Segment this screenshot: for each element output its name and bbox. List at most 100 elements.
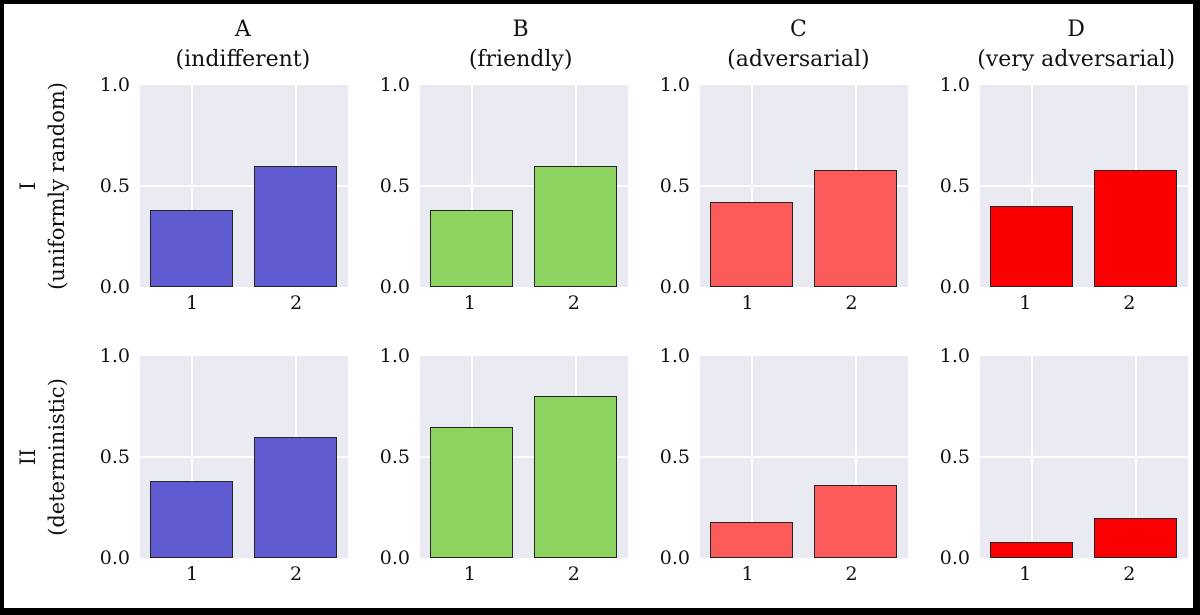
title-subtitle-C: (adversarial): [727, 46, 870, 72]
y-tick-label: 0.0: [939, 547, 970, 569]
y-axis-C-II: 1.0 0.5 0.0: [642, 345, 700, 569]
subplot-B-II: 1.0 0.5 0.0: [362, 345, 628, 569]
bar-A-I-cat1: [150, 210, 233, 287]
subplot-title-A: A (indifferent): [176, 15, 311, 73]
subplot-B-I: 1.0 0.5 0.0: [362, 74, 628, 298]
title-subtitle-A: (indifferent): [175, 46, 311, 72]
x-tick-label: 2: [1123, 292, 1136, 314]
gridline-horizontal: [140, 185, 348, 187]
y-axis-D-II: 1.0 0.5 0.0: [922, 345, 980, 569]
bar-C-II-cat2: [814, 485, 897, 558]
bar-A-II-cat1: [150, 481, 233, 558]
y-tick-label: 0.5: [379, 446, 410, 468]
bar-chart-grid: A (indifferent) B (friendly) C (adversarial) D…: [4, 4, 1193, 608]
plot-area-D-I: [980, 85, 1188, 287]
column-titles-row: A (indifferent) B (friendly) C (adversarial) D…: [82, 4, 1193, 85]
bar-C-I-cat1: [710, 202, 793, 287]
bar-B-I-cat1: [430, 210, 513, 287]
subplot-title-B: B (friendly): [469, 15, 573, 73]
y-tick-label: 1.0: [99, 345, 130, 367]
row-label-sublabel-II: (deterministic): [45, 378, 70, 536]
gridline-horizontal: [700, 456, 908, 458]
y-axis-A-II: 1.0 0.5 0.0: [82, 345, 140, 569]
gridline-horizontal: [980, 185, 1188, 187]
gridline-horizontal: [140, 456, 348, 458]
y-tick-label: 0.0: [659, 276, 690, 298]
y-tick-label: 1.0: [659, 345, 690, 367]
subplot-D-I: 1.0 0.5 0.0: [922, 74, 1188, 298]
y-tick-label: 1.0: [659, 74, 690, 96]
bar-D-I-cat2: [1094, 169, 1177, 287]
y-tick-label: 1.0: [379, 74, 410, 96]
plot-area-D-II: [980, 356, 1188, 558]
y-tick-label: 0.5: [99, 446, 130, 468]
y-tick-label: 1.0: [99, 74, 130, 96]
title-subtitle-D: (very adversarial): [977, 46, 1176, 72]
plots-row-II: II (deterministic) 1.0 0.5 0.0 1.0 0.5 0.0 1.0 0.…: [4, 345, 1193, 569]
plot-area-A-II: [140, 356, 348, 558]
y-tick-label: 1.0: [939, 345, 970, 367]
plot-area-A-I: [140, 85, 348, 287]
row-label-numeral-I: I: [16, 181, 41, 191]
y-axis-A-I: 1.0 0.5 0.0: [82, 74, 140, 298]
bar-A-I-cat2: [254, 165, 337, 287]
x-tick-label: 1: [1019, 292, 1032, 314]
x-tick-label: 1: [185, 563, 199, 585]
x-tick-label: 1: [1019, 563, 1032, 585]
y-axis-B-II: 1.0 0.5 0.0: [362, 345, 420, 569]
title-block-D: D (very adversarial): [915, 4, 1179, 85]
bar-B-II-cat2: [534, 396, 617, 558]
y-tick-label: 0.0: [99, 276, 130, 298]
row-label-I: I (uniformly random): [14, 82, 72, 290]
plot-area-B-II: [420, 356, 628, 558]
x-tick-label: 2: [1123, 563, 1136, 585]
y-tick-label: 0.0: [379, 276, 410, 298]
row-gap: [4, 319, 1193, 356]
bar-D-I-cat1: [990, 206, 1073, 287]
title-block-C: C (adversarial): [638, 4, 902, 85]
x-tick-label: 2: [567, 292, 580, 314]
y-tick-label: 1.0: [939, 74, 970, 96]
row-label-cell-II: II (deterministic): [4, 356, 82, 558]
bar-A-II-cat2: [254, 436, 337, 558]
y-tick-label: 0.5: [99, 175, 130, 197]
y-axis-B-I: 1.0 0.5 0.0: [362, 74, 420, 298]
gridline-horizontal: [420, 456, 628, 458]
y-tick-label: 0.5: [939, 175, 970, 197]
x-tick-label: 1: [185, 292, 199, 314]
y-tick-label: 0.5: [379, 175, 410, 197]
title-letter-D: D: [1067, 17, 1085, 43]
subplot-D-II: 1.0 0.5 0.0: [922, 345, 1188, 569]
plot-area-B-I: [420, 85, 628, 287]
subplot-C-II: 1.0 0.5 0.0: [642, 345, 908, 569]
bar-C-I-cat2: [814, 169, 897, 287]
title-subtitle-B: (friendly): [468, 46, 573, 72]
gridline-horizontal: [420, 185, 628, 187]
x-tick-label: 1: [463, 292, 476, 314]
y-axis-D-I: 1.0 0.5 0.0: [922, 74, 980, 298]
x-tick-label: 2: [289, 292, 303, 314]
subplot-A-II: 1.0 0.5 0.0: [82, 345, 348, 569]
row-label-numeral-II: II: [16, 448, 41, 466]
y-axis-C-I: 1.0 0.5 0.0: [642, 74, 700, 298]
x-tick-label: 2: [845, 292, 858, 314]
x-tick-label: 2: [845, 563, 858, 585]
gridline-horizontal: [980, 456, 1188, 458]
y-tick-label: 1.0: [379, 345, 410, 367]
x-tick-label: 1: [741, 292, 754, 314]
subplot-A-I: 1.0 0.5 0.0: [82, 74, 348, 298]
gridline-horizontal: [700, 185, 908, 187]
x-tick-label: 1: [741, 563, 754, 585]
subplot-title-D: D (very adversarial): [977, 15, 1175, 73]
subplot-C-I: 1.0 0.5 0.0: [642, 74, 908, 298]
plots-row-I: I (uniformly random) 1.0 0.5 0.0 1.0 0.5 0.0 1.0…: [4, 74, 1193, 298]
plot-area-C-II: [700, 356, 908, 558]
bar-B-I-cat2: [534, 165, 617, 287]
plot-area-C-I: [700, 85, 908, 287]
